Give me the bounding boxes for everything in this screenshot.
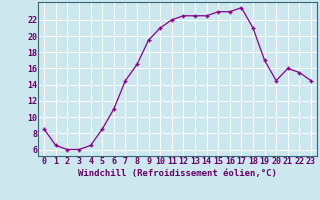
X-axis label: Windchill (Refroidissement éolien,°C): Windchill (Refroidissement éolien,°C) [78, 169, 277, 178]
